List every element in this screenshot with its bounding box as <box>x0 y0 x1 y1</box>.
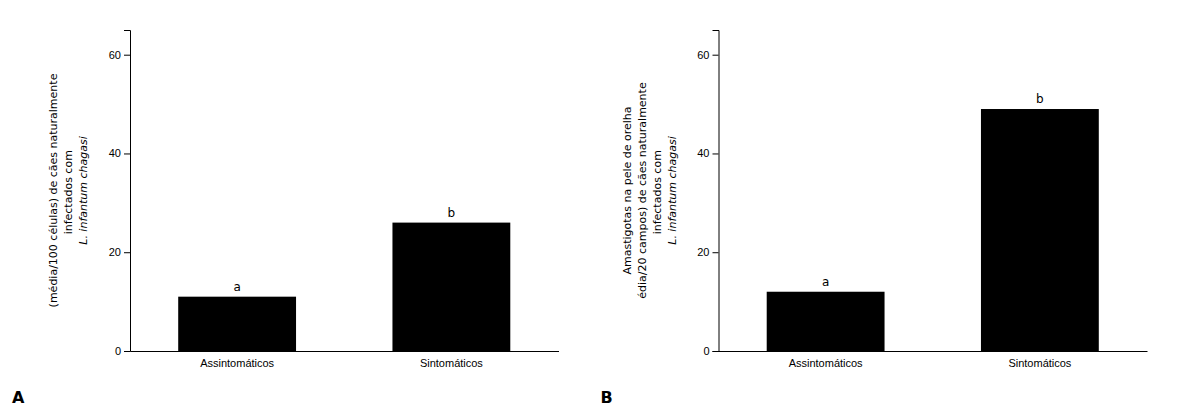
y-tick-label: 0 <box>703 345 709 357</box>
y-axis-label: L. infantum chagasi <box>666 136 679 245</box>
x-tick: Assintomáticos <box>200 351 274 369</box>
x-tick-label: Assintomáticos <box>789 357 863 369</box>
y-axis-label: Amastigotas na pele de orelha <box>621 106 634 274</box>
bar <box>981 109 1099 351</box>
panel: 0 20 40 60 Assintomáticos Sintomáticos a b (médi… <box>12 31 559 408</box>
y-axis-label: L. infantum chagasi <box>77 136 90 245</box>
annotation: b <box>448 206 456 220</box>
x-tick: Sintomáticos <box>420 351 483 369</box>
y-tick-label: 60 <box>109 49 121 61</box>
y-tick: 20 <box>697 246 718 258</box>
y-tick: 0 <box>115 345 130 357</box>
annotation: a <box>233 280 240 294</box>
x-axis: Assintomáticos Sintomáticos <box>719 351 1148 369</box>
y-axis-label: (média/100 células) de cães naturalmente <box>47 73 60 307</box>
x-tick-label: Assintomáticos <box>200 357 274 369</box>
y-tick-label: 20 <box>697 246 709 258</box>
y-tick-mark <box>124 252 130 253</box>
y-tick: 60 <box>109 49 130 61</box>
y-tick-mark <box>124 153 130 154</box>
y-tick-mark <box>713 252 719 253</box>
y-tick-label: 0 <box>115 345 121 357</box>
y-axis-label: édia/20 campos) de cães naturalmente <box>636 82 649 299</box>
y-tick-label: 60 <box>697 49 709 61</box>
y-tick-mark <box>124 351 130 352</box>
y-tick-mark <box>713 55 719 56</box>
y-tick-label: 20 <box>109 246 121 258</box>
y-tick-label: 40 <box>109 147 121 159</box>
y-axis-line <box>124 31 131 352</box>
annotation: b <box>1036 92 1044 106</box>
bars <box>178 223 510 351</box>
x-axis-line <box>719 351 1148 352</box>
x-tick: Sintomáticos <box>1008 351 1071 369</box>
y-axis-line <box>713 31 720 352</box>
y-axis: 0 20 40 60 <box>109 31 131 358</box>
bar <box>392 223 510 351</box>
y-axis-label: infectados com <box>62 147 75 235</box>
panel-label: A <box>12 388 25 407</box>
x-tick-label: Sintomáticos <box>420 357 483 369</box>
x-axis-line <box>131 351 560 352</box>
y-tick-mark <box>124 55 130 56</box>
bars <box>767 109 1099 351</box>
y-axis: 0 20 40 60 <box>697 31 719 358</box>
bar <box>767 292 885 351</box>
y-axis-label: infectados com <box>651 147 664 235</box>
chart-root: 0 20 40 60 Assintomáticos Sintomáticos a b (médi… <box>0 0 1177 413</box>
bar <box>178 297 296 351</box>
y-tick: 60 <box>697 49 718 61</box>
panel-label: B <box>601 388 613 407</box>
x-axis: Assintomáticos Sintomáticos <box>131 351 560 369</box>
y-tick: 20 <box>109 246 130 258</box>
x-tick: Assintomáticos <box>789 351 863 369</box>
y-tick: 40 <box>109 147 130 159</box>
panel: 0 20 40 60 Assintomáticos Sintomáticos a b Amast… <box>601 31 1148 408</box>
y-tick: 0 <box>703 345 718 357</box>
annotation: a <box>822 275 829 289</box>
y-tick-mark <box>713 351 719 352</box>
y-tick-label: 40 <box>697 147 709 159</box>
x-tick-label: Sintomáticos <box>1008 357 1071 369</box>
y-tick: 40 <box>697 147 718 159</box>
y-tick-mark <box>713 153 719 154</box>
